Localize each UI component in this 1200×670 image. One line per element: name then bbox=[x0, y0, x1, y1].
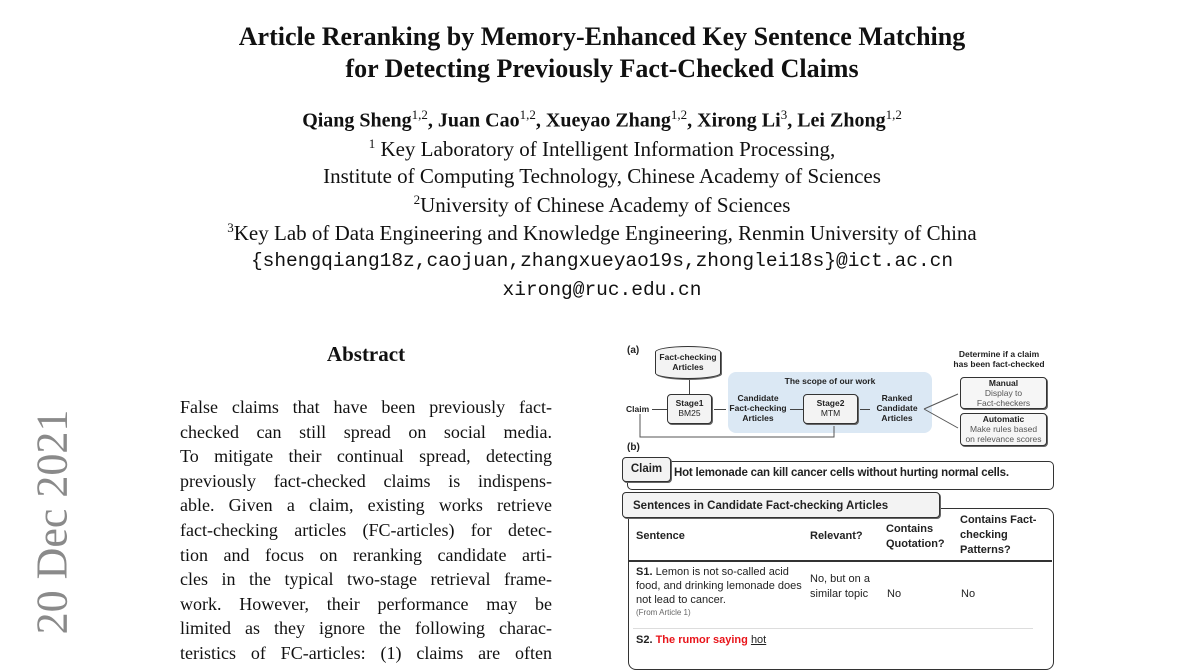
panel-a-label: (a) bbox=[627, 345, 640, 356]
author: Qiang Sheng bbox=[302, 109, 412, 132]
stage2-box: Stage2 MTM bbox=[803, 394, 858, 424]
affiliation-text: Key Laboratory of Intelligent Informatio… bbox=[375, 137, 836, 161]
abstract-line: previously fact-checked claims is indisp… bbox=[180, 470, 552, 491]
database-label: Fact-checking bbox=[659, 352, 717, 362]
row-id: S2. bbox=[636, 634, 653, 646]
feedback-line bbox=[639, 414, 835, 438]
author-list: Qiang Sheng1,2, Juan Cao1,2, Xueyao Zhan… bbox=[302, 107, 902, 132]
stage1-title: Stage1 bbox=[675, 398, 704, 408]
label-line: Ranked bbox=[881, 393, 913, 403]
row-text: Lemon is not so-called acid food, and dr… bbox=[636, 566, 802, 606]
database-icon: Fact-checking Articles bbox=[655, 346, 721, 379]
abstract-line: fact-checking articles (FC-articles) for… bbox=[180, 520, 552, 540]
table-row-s1-sentence: S1. Lemon is not so-called acid food, an… bbox=[636, 565, 804, 618]
affiliation-1b: Institute of Computing Technology, Chine… bbox=[323, 164, 881, 188]
abstract-line: False claims that have been previously f… bbox=[180, 397, 552, 417]
label-line: Articles bbox=[881, 413, 913, 423]
manual-box: Manual Display to Fact-checkers bbox=[960, 377, 1047, 409]
author-affiliation-mark: 1,2 bbox=[885, 107, 902, 122]
claim-text: Hot lemonade can kill cancer cells witho… bbox=[674, 467, 1009, 479]
automatic-title: Automatic bbox=[982, 414, 1025, 424]
manual-title: Manual bbox=[988, 378, 1019, 388]
author: Lei Zhong bbox=[797, 109, 886, 132]
row-source: (From Article 1) bbox=[636, 608, 691, 617]
email-line-1: {shengqiang18z,caojuan,zhangxueyao19s,zh… bbox=[250, 250, 954, 272]
automatic-box: Automatic Make rules based on relevance … bbox=[960, 413, 1047, 446]
arrow bbox=[790, 409, 803, 410]
affiliation-mark: 2 bbox=[413, 192, 421, 207]
arrow-automatic bbox=[923, 408, 959, 429]
affiliation-mark: 3 bbox=[227, 220, 234, 235]
affiliation-text: University of Chinese Academy of Science… bbox=[420, 193, 791, 217]
scope-label: The scope of our work bbox=[784, 376, 876, 386]
author-affiliation-mark: 1,2 bbox=[519, 107, 536, 122]
column-header-quotation: Contains Quotation? bbox=[886, 523, 945, 550]
claim-tab: Claim bbox=[622, 457, 671, 482]
author: Juan Cao bbox=[437, 109, 520, 132]
claim-input-label: Claim bbox=[626, 404, 650, 414]
abstract-line: cles in the typical two-stage retrieval … bbox=[180, 569, 552, 590]
determine-label: Determine if a claim has been fact-checke… bbox=[945, 349, 1053, 369]
arrow bbox=[652, 409, 667, 410]
author-affiliation-mark: 1,2 bbox=[670, 107, 688, 122]
stage2-title: Stage2 bbox=[816, 398, 845, 408]
manual-sub: Display to bbox=[984, 388, 1023, 398]
affiliation-text: Key Lab of Data Engineering and Knowledg… bbox=[233, 221, 977, 245]
table-row-s2-sentence: S2. The rumor saying hot bbox=[636, 633, 766, 647]
stage2-method: MTM bbox=[820, 408, 841, 418]
abstract-line: work. However, their performance may be bbox=[180, 593, 552, 614]
column-header-relevant: Relevant? bbox=[810, 530, 863, 542]
table-row-s1-patterns: No bbox=[961, 588, 976, 600]
arrow-manual bbox=[923, 393, 959, 410]
label-line: Articles bbox=[742, 413, 774, 423]
author-affiliation-mark: 1,2 bbox=[411, 107, 428, 122]
sentences-tab: Sentences in Candidate Fact-checking Art… bbox=[622, 492, 940, 518]
label-line: Candidate bbox=[876, 403, 918, 413]
row-id: S1. bbox=[636, 566, 653, 578]
automatic-sub: on relevance scores bbox=[965, 434, 1042, 444]
author: Xirong Li bbox=[697, 109, 781, 132]
arrow bbox=[714, 409, 726, 410]
column-header-sentence: Sentence bbox=[636, 530, 685, 542]
arrow bbox=[860, 409, 870, 410]
row-divider bbox=[633, 628, 1033, 629]
author-affiliation-mark: 3 bbox=[780, 107, 788, 122]
affiliation-2: 2University of Chinese Academy of Scienc… bbox=[0, 192, 1200, 218]
table-header-divider bbox=[629, 560, 1052, 562]
affiliation-3: 3Key Lab of Data Engineering and Knowled… bbox=[0, 220, 1200, 246]
database-label: Articles bbox=[672, 362, 704, 372]
affiliation-1: 1 Key Laboratory of Intelligent Informat… bbox=[0, 136, 1200, 162]
abstract-line: limited as they ignore the following cha… bbox=[180, 618, 552, 639]
panel-b-label: (b) bbox=[627, 442, 640, 453]
table-row-s1-quotation: No bbox=[887, 588, 902, 600]
manual-sub: Fact-checkers bbox=[976, 398, 1031, 408]
stage1-method: BM25 bbox=[678, 408, 701, 418]
paper-title-line-2: for Detecting Previously Fact-Checked Cl… bbox=[345, 54, 859, 83]
connector bbox=[689, 380, 690, 394]
candidate-label: Candidate Fact-checking Articles bbox=[726, 393, 790, 423]
label-line: Determine if a claim bbox=[958, 349, 1040, 359]
automatic-sub: Make rules based bbox=[969, 424, 1038, 434]
row-text-highlight: The rumor saying bbox=[655, 634, 748, 646]
figure-connectors bbox=[639, 393, 959, 438]
abstract-line: able. Given a claim, existing works retr… bbox=[180, 495, 552, 516]
label-line: Fact-checking bbox=[729, 403, 787, 413]
abstract-line: checked can still spread on social media… bbox=[180, 421, 552, 442]
stage1-box: Stage1 BM25 bbox=[667, 394, 712, 424]
label-line: Candidate bbox=[737, 393, 779, 403]
abstract-line: tion and focus on reranking candidate ar… bbox=[180, 544, 552, 565]
paper-title-line-1: Article Reranking by Memory-Enhanced Key… bbox=[238, 22, 966, 51]
column-header-patterns: Contains Fact-checking Patterns? bbox=[960, 514, 1037, 556]
email-line-2: xirong@ruc.edu.cn bbox=[502, 279, 702, 301]
affiliation-mark: 1 bbox=[368, 136, 376, 151]
label-line: has been fact-checked bbox=[953, 359, 1045, 369]
row-text-underlined: hot bbox=[750, 634, 767, 646]
table-row-s1-relevant: No, but on a similar topic bbox=[810, 573, 870, 600]
abstract-heading: Abstract bbox=[326, 342, 406, 366]
abstract-line: To mitigate their continual spread, dete… bbox=[180, 446, 552, 467]
ranked-label: Ranked Candidate Articles bbox=[870, 393, 924, 423]
author: Xueyao Zhang bbox=[545, 109, 671, 132]
